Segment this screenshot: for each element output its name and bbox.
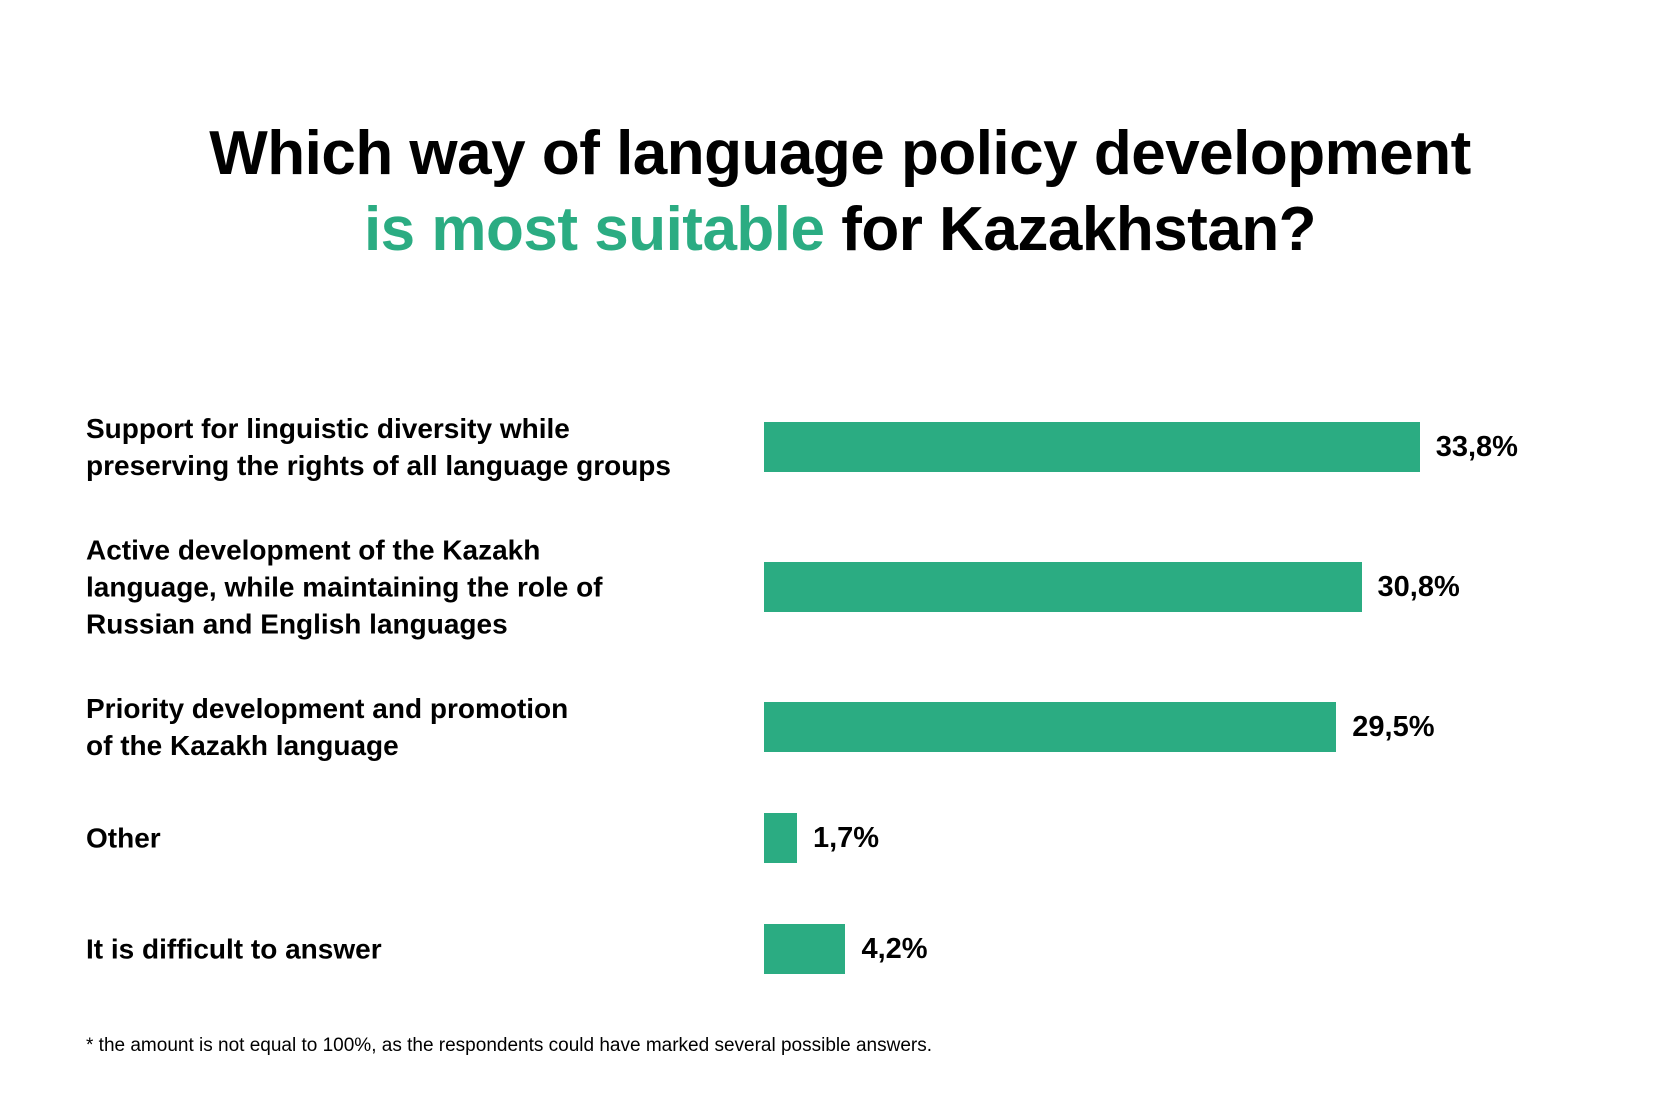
footnote: * the amount is not equal to 100%, as th…	[86, 1035, 933, 1056]
chart-title-accent: is most suitable	[363, 195, 825, 264]
category-label: Other	[86, 822, 161, 854]
chart-title-line-1: Which way of language policy development	[209, 119, 1471, 188]
bar	[764, 562, 1362, 612]
value-label: 1,7%	[812, 822, 880, 854]
value-label: 30,8%	[1377, 571, 1460, 603]
chart-title: Which way of language policy development…	[0, 116, 1680, 268]
bar	[764, 813, 797, 863]
chart-title-line-2: is most suitable for Kazakhstan?	[0, 192, 1680, 268]
bar	[764, 422, 1420, 472]
bar	[764, 924, 846, 974]
category-label: Priority development and promotion of the…	[86, 693, 569, 761]
value-label: 29,5%	[1352, 711, 1435, 743]
value-label: 33,8%	[1435, 431, 1518, 463]
chart-title-rest: for Kazakhstan?	[824, 195, 1317, 264]
category-label: It is difficult to answer	[86, 933, 382, 965]
category-label: Active development of the Kazakh language…	[86, 534, 603, 640]
category-label: Support for linguistic diversity while pr…	[86, 413, 671, 481]
bar	[764, 702, 1337, 752]
value-label: 4,2%	[861, 933, 928, 965]
